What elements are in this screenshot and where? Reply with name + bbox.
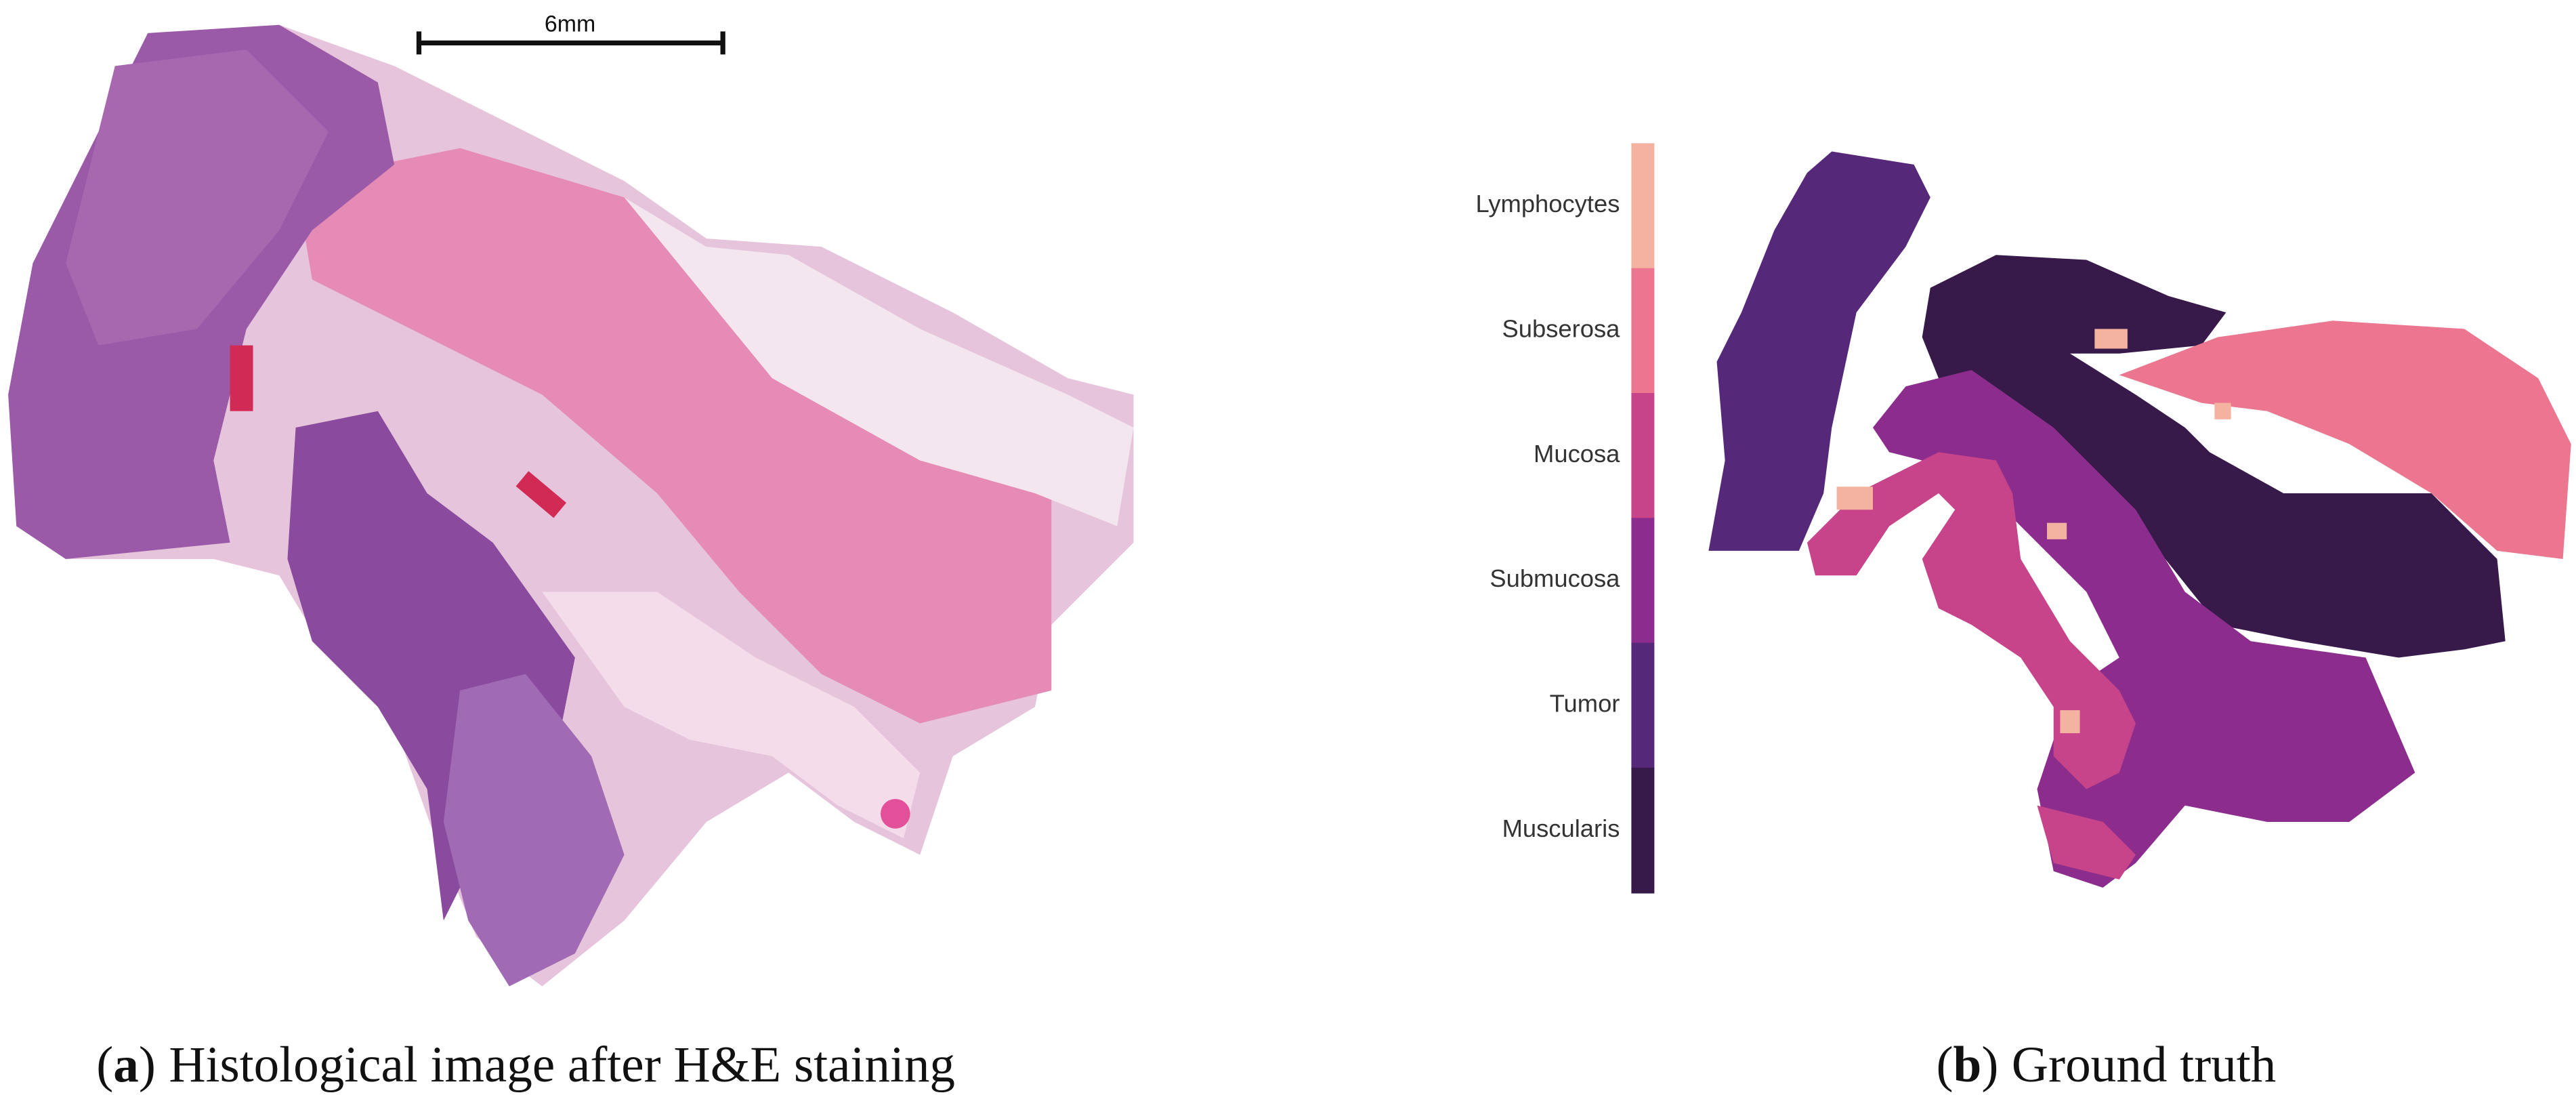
colorbar-segment — [1631, 768, 1655, 894]
segmentation-map — [1708, 151, 2571, 888]
caption: (b) Ground truth — [1936, 1037, 2276, 1093]
legend-label: Submucosa — [1490, 564, 1620, 592]
legend-label: Tumor — [1550, 689, 1620, 717]
segment-region — [2214, 402, 2231, 419]
segment-region — [1922, 255, 2506, 658]
scale-bar: 6mm — [416, 11, 725, 55]
caption: (a) Histological image after H&E staining — [96, 1037, 955, 1093]
colorbar-legend: Lymphocytes Subserosa Mucosa Submucosa Tumor… — [1475, 143, 1655, 894]
colorbar-segment — [1631, 642, 1655, 769]
colorbar-segment — [1631, 143, 1655, 269]
segment-region — [1836, 487, 1873, 510]
segment-region — [2094, 329, 2128, 349]
colorbar-segment — [1631, 518, 1655, 644]
legend-label: Mucosa — [1534, 440, 1620, 468]
segment-region — [1708, 151, 1930, 551]
legend-label: Lymphocytes — [1475, 190, 1620, 218]
segment-region — [2060, 710, 2080, 734]
colorbar-segment — [1631, 268, 1655, 394]
scale-bar-label: 6mm — [545, 11, 595, 37]
histology-image — [8, 24, 1134, 987]
legend-label: Subserosa — [1502, 314, 1621, 342]
legend-label: Muscularis — [1502, 814, 1620, 842]
segment-region — [2047, 522, 2067, 539]
segment-region — [2037, 805, 2136, 880]
segment-region — [1807, 452, 2136, 789]
segment-region — [2119, 321, 2571, 559]
colorbar-segment — [1631, 393, 1655, 519]
